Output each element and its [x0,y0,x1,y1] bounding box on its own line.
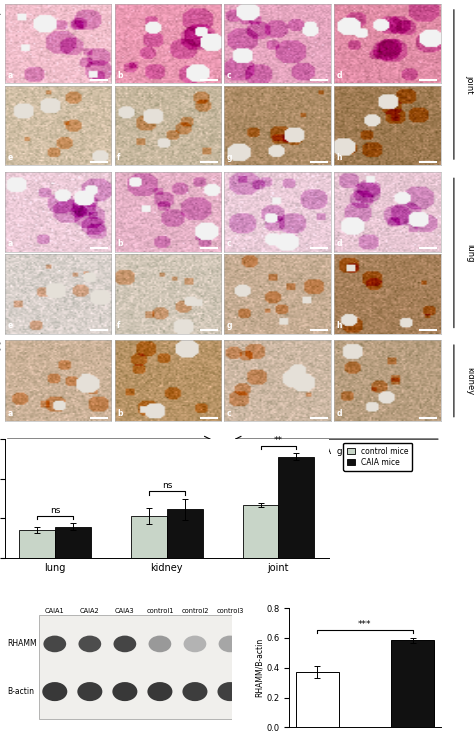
Text: c: c [227,409,232,418]
Text: d: d [337,71,342,80]
Ellipse shape [218,682,243,701]
Text: ns: ns [162,481,172,490]
Ellipse shape [113,635,136,652]
Text: CAIA1: CAIA1 [45,608,64,614]
Ellipse shape [44,635,66,652]
Bar [243,505,278,558]
Ellipse shape [183,635,206,652]
Ellipse shape [79,635,101,652]
Bar [296,673,339,727]
Ellipse shape [182,682,208,701]
Text: d: d [337,409,342,418]
Text: b: b [117,71,123,80]
Ellipse shape [112,682,137,701]
Text: CAIA  group: CAIA group [310,447,363,456]
Text: e: e [8,153,13,162]
Text: b: b [117,239,123,249]
Bar [55,527,91,558]
Text: control1: control1 [146,608,173,614]
Text: B-actin: B-actin [7,687,34,696]
Bar [167,510,202,558]
Text: f: f [117,322,120,330]
Ellipse shape [148,635,171,652]
Text: b: b [117,409,123,418]
Text: lung: lung [465,243,474,262]
Text: e: e [8,322,13,330]
Ellipse shape [219,635,241,652]
Text: f: f [117,153,120,162]
Text: **: ** [274,436,283,444]
Text: g: g [227,322,233,330]
Text: c: c [227,239,232,249]
Text: CAIA2: CAIA2 [80,608,100,614]
Ellipse shape [147,682,173,701]
Bar [391,640,434,727]
Text: joint: joint [465,75,474,94]
Text: c: c [227,71,232,80]
Ellipse shape [42,682,67,701]
Text: control2: control2 [181,608,209,614]
Text: h: h [337,153,342,162]
Bar [19,530,55,558]
Text: Control group: Control group [79,447,140,456]
FancyBboxPatch shape [39,616,232,719]
Text: d: d [337,239,342,249]
Text: RHAMM: RHAMM [7,640,36,648]
Text: ns: ns [50,506,60,515]
Ellipse shape [77,682,102,701]
Y-axis label: RHAMM/B-actin: RHAMM/B-actin [255,638,264,697]
Text: a: a [8,409,13,418]
Text: control3: control3 [216,608,244,614]
Text: CAIA3: CAIA3 [115,608,135,614]
Text: a: a [8,239,13,249]
Text: ***: *** [358,620,372,629]
Legend: control mice, CAIA mice: control mice, CAIA mice [343,443,412,471]
Text: a: a [8,71,13,80]
Text: kidney: kidney [465,367,474,395]
Bar [131,516,167,558]
Text: g: g [227,153,233,162]
Bar [278,457,314,558]
Text: h: h [337,322,342,330]
